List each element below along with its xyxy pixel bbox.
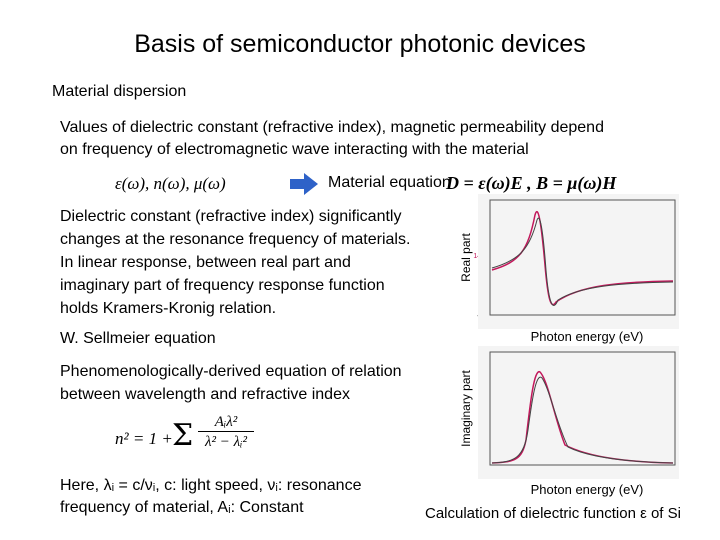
x-axis-label: Photon energy (eV) (531, 482, 644, 497)
quantities: ε(ω), n(ω), μ(ω) (115, 174, 226, 193)
intro-line: on frequency of electromagnetic wave int… (60, 141, 529, 158)
kk-line: In linear response, between real part an… (60, 254, 351, 271)
sigma: Σ (172, 418, 194, 453)
note-line: Here, λᵢ = c/νᵢ, c: light speed, νᵢ: res… (60, 477, 362, 494)
kk-line: holds Kramers-Kronig relation. (60, 300, 277, 317)
formula-lhs: n² = 1 + (115, 429, 173, 448)
arrow (290, 173, 318, 195)
sellmeier-line: Phenomenologically-derived equation of r… (60, 363, 402, 380)
curve-measured (491, 376, 674, 464)
formula-numerator: Aᵢλ² (198, 414, 254, 432)
y-axis-label: Imaginary part (459, 369, 473, 446)
formula-denominator: λ² − λᵢ² (205, 434, 247, 450)
caption: Calculation of dielectric function ε of … (425, 505, 681, 522)
note-line: frequency of material, Aᵢ: Constant (60, 499, 304, 516)
kk-line: imaginary part of frequency response fun… (60, 277, 385, 294)
curve-measured (491, 217, 674, 306)
section-heading: Material dispersion (52, 83, 187, 100)
relations: D = ε(ω)E , B = μ(ω)H (446, 173, 617, 193)
plot-frame (489, 351, 676, 466)
x-axis-label: Photon energy (eV) (531, 329, 644, 344)
sellmeier-line: between wavelength and refractive index (60, 386, 350, 403)
equation-label: Material equation (328, 174, 451, 191)
plot-bg (478, 346, 679, 479)
sellmeier-heading: W. Sellmeier equation (60, 330, 216, 347)
plot-frame (489, 199, 676, 316)
y-axis-label: Real part (459, 232, 473, 281)
kk-line: Dielectric constant (refractive index) s… (60, 208, 402, 225)
title: Basis of semiconductor photonic devices (134, 30, 586, 58)
intro-line: Values of dielectric constant (refractiv… (60, 119, 604, 136)
kk-line: changes at the resonance frequency of ma… (60, 231, 411, 248)
